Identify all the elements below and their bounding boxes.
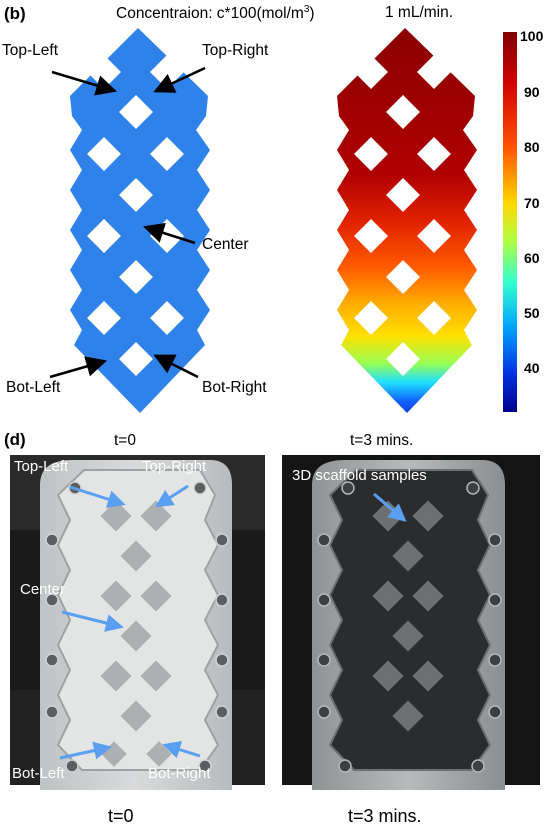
photo-left — [10, 455, 265, 790]
colorbar-tick-100: 100 — [520, 28, 544, 44]
photo-right — [282, 455, 540, 790]
label-bot-left: Bot-Left — [6, 379, 61, 396]
right-time-label: t=3 mins. — [350, 432, 414, 449]
label-center: Center — [202, 236, 249, 253]
flow-rate-label: 1 mL/min. — [385, 4, 454, 21]
photo-label-center: Center — [20, 581, 66, 598]
label-bot-right: Bot-Right — [202, 379, 267, 396]
photo-label-top-left: Top-Left — [14, 458, 69, 475]
photo-label-scaffold-samples: 3D scaffold samples — [292, 467, 427, 484]
bottom-caption-left: t=0 — [108, 806, 134, 826]
label-top-left: Top-Left — [2, 42, 59, 59]
colorbar-tick-40: 40 — [524, 360, 540, 376]
colorbar-tick-80: 80 — [524, 139, 540, 155]
photo-label-bot-left: Bot-Left — [12, 765, 65, 782]
mesh-heatmap-model — [337, 28, 477, 413]
arrow-bot-left — [49, 356, 107, 379]
concentration-title-close: ) — [309, 5, 315, 23]
panel-d-label: (d) — [4, 430, 26, 449]
concentration-title-text: Concentraion: c*100(mol/m — [116, 5, 304, 23]
photo-arrow-scaffold — [373, 492, 407, 522]
photo-label-top-right: Top-Right — [142, 458, 207, 475]
photo-arrow-center — [61, 610, 124, 632]
left-time-label: t=0 — [114, 432, 136, 449]
label-top-right: Top-Right — [202, 42, 269, 59]
colorbar — [503, 32, 517, 412]
photo-label-bot-right: Bot-Right — [148, 765, 211, 782]
photo-arrow-bot-left — [59, 741, 112, 760]
bottom-caption-right: t=3 mins. — [348, 806, 422, 826]
colorbar-tick-50: 50 — [524, 305, 540, 321]
colorbar-tick-90: 90 — [524, 84, 540, 100]
arrow-center — [143, 222, 196, 245]
arrow-top-left — [51, 70, 117, 96]
photo-arrow-top-left — [69, 485, 126, 508]
panel-b-arrows — [49, 66, 206, 379]
colorbar-tick-70: 70 — [524, 195, 540, 211]
photo-arrow-top-right — [154, 484, 189, 508]
concentration-title: Concentraion: c*100(mol/m3) — [116, 4, 315, 23]
arrow-bot-right — [153, 354, 199, 379]
panel-d-arrows — [59, 484, 407, 760]
concentration-title-sup: 3 — [303, 4, 310, 15]
arrow-top-right — [153, 66, 206, 93]
mesh-blue-model — [70, 28, 210, 413]
panel-b-label: (b) — [4, 4, 26, 23]
colorbar-tick-60: 60 — [524, 250, 540, 266]
photo-arrow-bot-right — [162, 740, 201, 759]
